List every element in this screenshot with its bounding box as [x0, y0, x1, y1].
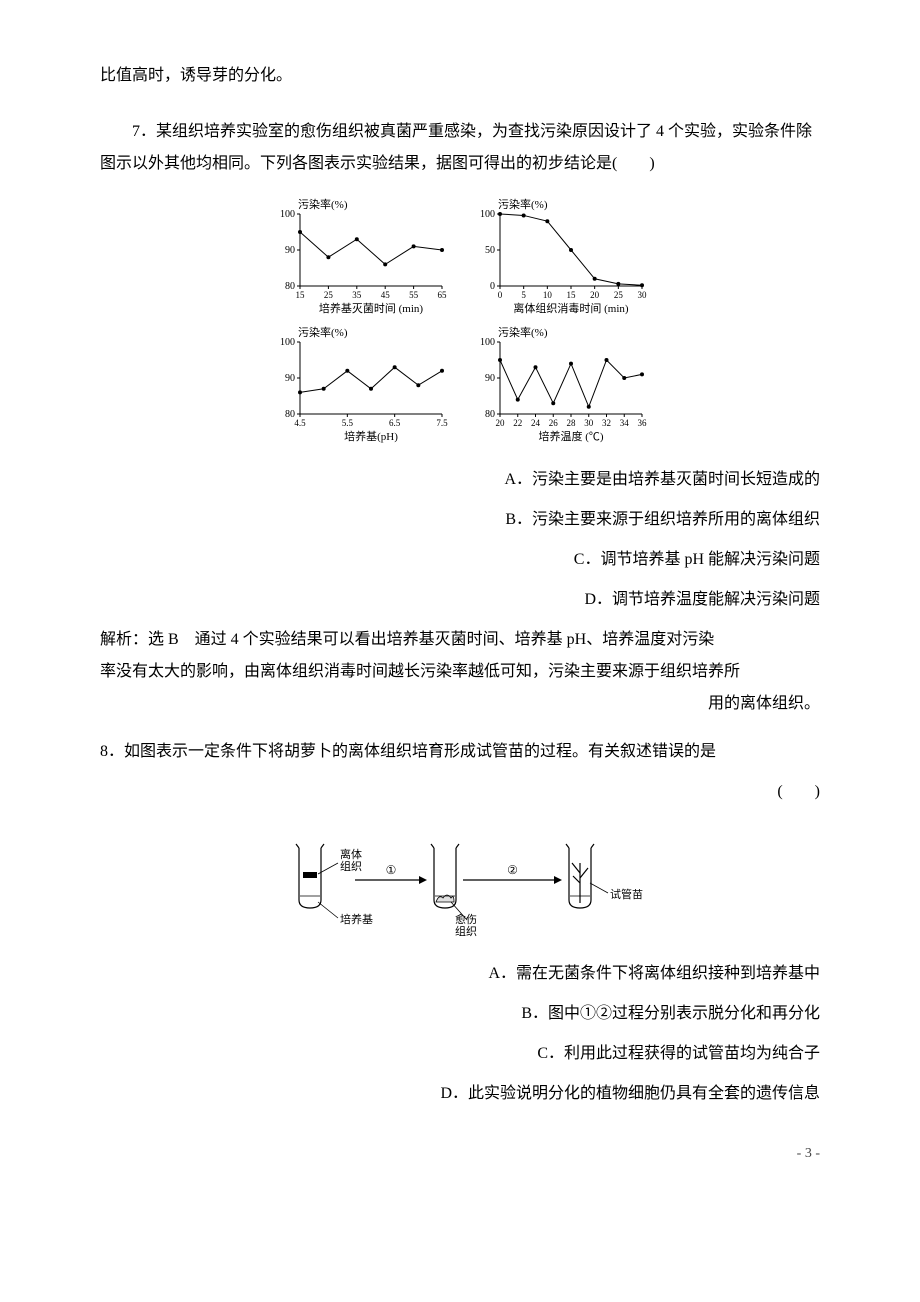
q7-explain-line3: 用的离体组织。 — [100, 688, 820, 720]
svg-text:5: 5 — [521, 290, 526, 300]
svg-text:34: 34 — [620, 418, 630, 428]
svg-text:45: 45 — [381, 290, 391, 300]
svg-text:0: 0 — [498, 290, 503, 300]
svg-text:②: ② — [507, 863, 518, 877]
svg-text:36: 36 — [638, 418, 648, 428]
q7-charts: 污染率(%)8090100152535455565培养基灭菌时间 (min) 污… — [100, 196, 820, 444]
svg-text:25: 25 — [324, 290, 334, 300]
svg-text:离体: 离体 — [340, 847, 362, 861]
svg-text:100: 100 — [280, 337, 295, 348]
svg-text:0: 0 — [490, 281, 495, 292]
svg-text:培养基(pH): 培养基(pH) — [344, 429, 398, 443]
svg-text:15: 15 — [296, 290, 306, 300]
svg-text:24: 24 — [531, 418, 541, 428]
svg-text:50: 50 — [485, 245, 495, 256]
svg-text:污染率(%): 污染率(%) — [298, 197, 348, 211]
svg-text:100: 100 — [480, 337, 495, 348]
svg-text:4.5: 4.5 — [294, 418, 306, 428]
svg-text:离体组织消毒时间 (min): 离体组织消毒时间 (min) — [513, 301, 629, 315]
q7-explain-line2: 率没有太大的影响，由离体组织消毒时间越长污染率越低可知，污染主要来源于组织培养所 — [100, 656, 820, 688]
q7-explain-line1: 解析：选 B 通过 4 个实验结果可以看出培养基灭菌时间、培养基 pH、培养温度… — [100, 624, 820, 656]
svg-text:100: 100 — [280, 209, 295, 220]
svg-text:培养温度 (℃): 培养温度 (℃) — [538, 429, 603, 443]
svg-text:22: 22 — [513, 418, 522, 428]
svg-text:90: 90 — [485, 373, 495, 384]
chart-temperature: 污染率(%) 80 90 100 20 22 24 26 28 30 32 34 36 培养温度 (℃) — [470, 324, 650, 444]
svg-text:5.5: 5.5 — [342, 418, 354, 428]
q7-explanation: 解析：选 B 通过 4 个实验结果可以看出培养基灭菌时间、培养基 pH、培养温度… — [100, 624, 820, 720]
svg-text:30: 30 — [584, 418, 594, 428]
svg-text:愈伤: 愈伤 — [455, 912, 477, 926]
svg-text:组织: 组织 — [455, 924, 477, 938]
svg-text:26: 26 — [549, 418, 559, 428]
svg-text:污染率(%): 污染率(%) — [498, 197, 548, 211]
q7-intro: 7．某组织培养实验室的愈伤组织被真菌严重感染，为查找污染原因设计了 4 个实验，… — [100, 116, 820, 180]
svg-text:10: 10 — [543, 290, 553, 300]
svg-text:①: ① — [386, 863, 397, 877]
q7-option-c: C．调节培养基 pH 能解决污染问题 — [100, 544, 820, 576]
svg-text:污染率(%): 污染率(%) — [298, 325, 348, 339]
q7-option-d: D．调节培养温度能解决污染问题 — [100, 584, 820, 616]
q8-option-c: C．利用此过程获得的试管苗均为纯合子 — [100, 1038, 820, 1070]
svg-text:80: 80 — [485, 409, 495, 420]
svg-text:32: 32 — [602, 418, 611, 428]
svg-text:25: 25 — [614, 290, 624, 300]
chart-sterilization-time: 污染率(%) 80 90 100 15 25 35 45 55 65 培养基灭菌时间 (min) — [270, 196, 450, 316]
svg-text:20: 20 — [590, 290, 600, 300]
q7-option-b: B．污染主要来源于组织培养所用的离体组织 — [100, 504, 820, 536]
svg-text:55: 55 — [409, 290, 419, 300]
svg-text:100: 100 — [480, 209, 495, 220]
svg-text:35: 35 — [352, 290, 362, 300]
svg-text:65: 65 — [438, 290, 448, 300]
q8-option-a: A．需在无菌条件下将离体组织接种到培养基中 — [100, 958, 820, 990]
svg-text:80: 80 — [285, 281, 295, 292]
svg-text:28: 28 — [567, 418, 577, 428]
chart-disinfection-time: 污染率(%) 0 50 100 0 5 10 15 20 25 30 离体组织消毒时间 (min) — [470, 196, 650, 316]
q7-option-a: A．污染主要是由培养基灭菌时间长短造成的 — [100, 464, 820, 496]
svg-text:90: 90 — [285, 373, 295, 384]
svg-text:培养基灭菌时间 (min): 培养基灭菌时间 (min) — [319, 301, 424, 315]
svg-text:组织: 组织 — [340, 859, 362, 873]
svg-text:20: 20 — [496, 418, 506, 428]
svg-text:污染率(%): 污染率(%) — [498, 325, 548, 339]
svg-text:7.5: 7.5 — [436, 418, 448, 428]
chart-ph: 污染率(%)80901004.55.56.57.5培养基(pH) — [270, 324, 450, 444]
svg-text:培养基: 培养基 — [340, 912, 373, 926]
svg-text:试管苗: 试管苗 — [610, 887, 643, 901]
q8-diagram: 离体组织培养基愈伤组织试管苗①② — [100, 828, 820, 938]
svg-text:90: 90 — [285, 245, 295, 256]
page-number: - 3 - — [100, 1140, 820, 1168]
q8-intro: 8．如图表示一定条件下将胡萝卜的离体组织培育形成试管苗的过程。有关叙述错误的是 — [100, 736, 820, 768]
q8-option-d: D．此实验说明分化的植物细胞仍具有全套的遗传信息 — [100, 1078, 820, 1110]
q8-paren: ( ) — [100, 776, 820, 808]
svg-text:30: 30 — [638, 290, 648, 300]
svg-text:15: 15 — [567, 290, 577, 300]
continuation-text: 比值高时，诱导芽的分化。 — [100, 60, 820, 92]
q8-option-b: B．图中①②过程分别表示脱分化和再分化 — [100, 998, 820, 1030]
svg-text:6.5: 6.5 — [389, 418, 401, 428]
